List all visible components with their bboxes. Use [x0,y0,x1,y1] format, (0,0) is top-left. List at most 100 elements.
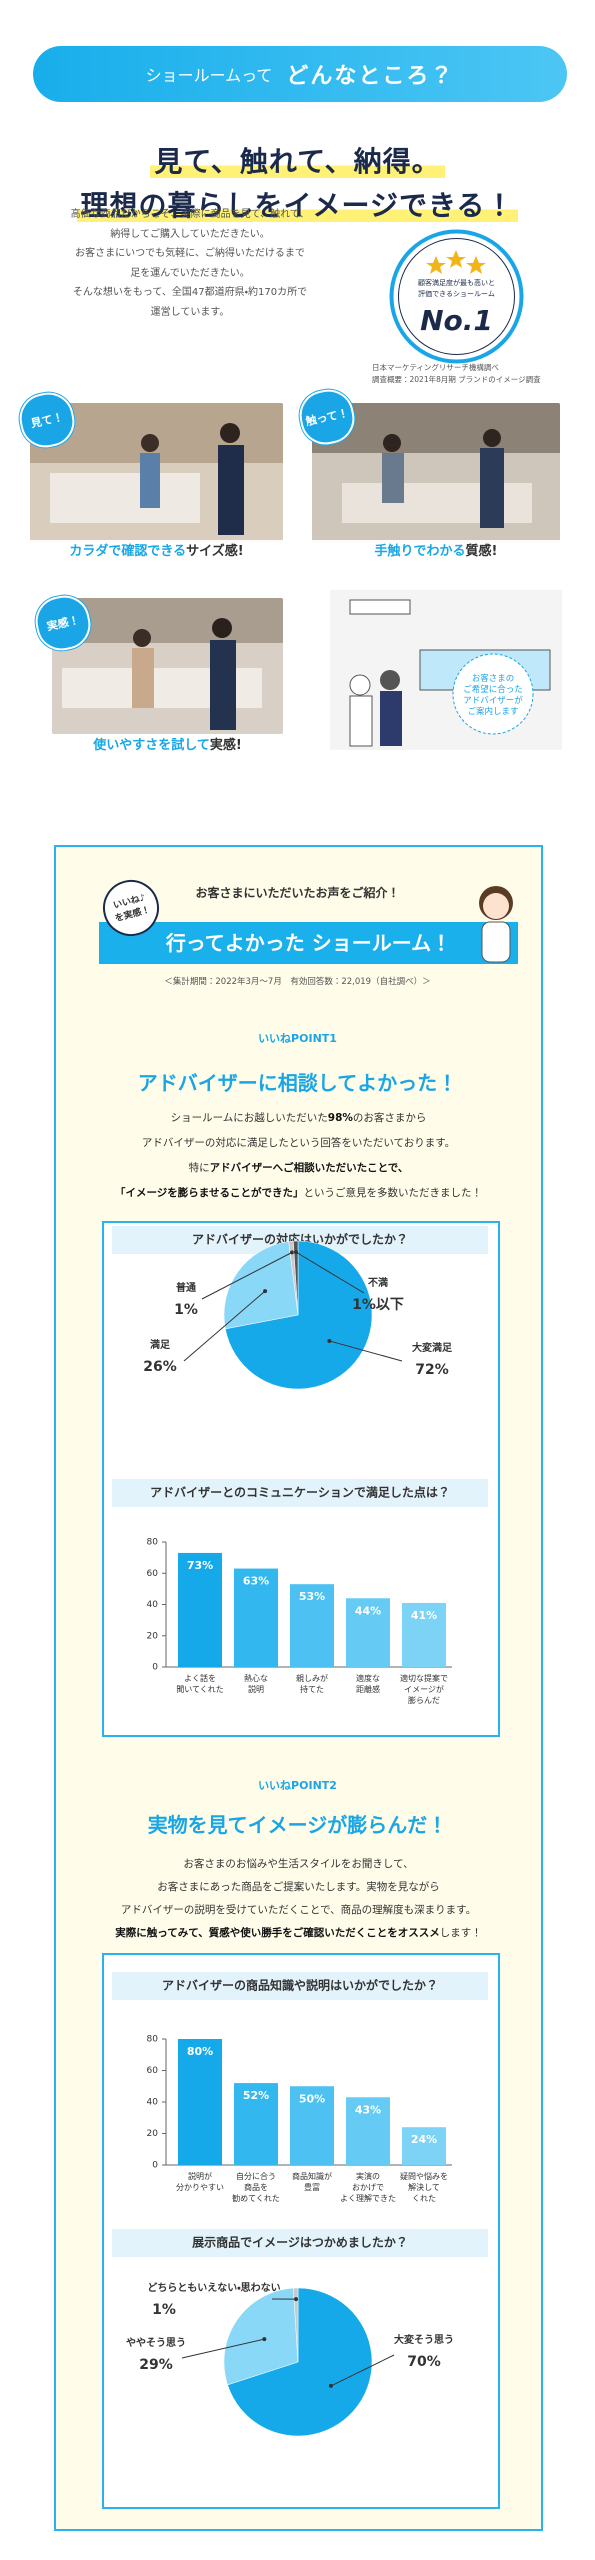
leader-line [181,2338,265,2359]
headline-line: 理想の暮らしをイメージできる！ [76,189,519,222]
point-text: アドバイザーの説明を受けていただくことで、商品の理解度も深まります。 [120,1904,477,1916]
point-line: アドバイザーの対応に満足したという回答をいただいております。 [54,1135,543,1150]
badge-caption: 顧客満足度が最も高いと [418,278,495,287]
bar [346,1598,390,1667]
point-line: 実際に触ってみて、質感や使い勝手をご確認いただくことをオススメします！ [54,1925,543,1940]
pie-value-label: 72% [415,1362,449,1378]
leader-line [295,1251,365,1294]
point-text: 特に [188,1162,210,1174]
x-tick-label: 適度な 距離感 [356,1674,380,1694]
caption-emphasis: 使いやすさを試して [93,738,210,753]
point-line: 「イメージを膨らませることができた」というご意見を多数いただきました！ [54,1185,543,1200]
bar [290,2086,334,2165]
header-pill: ショールームって どんなところ？ [33,46,567,102]
point-text: お客さまのお悩みや生活スタイルをお聞きして、 [183,1858,414,1870]
chart: アドバイザーとのコミュニケーションで満足した点は？ 0 20 40 60 80 73% 63%… [102,1471,498,1733]
illustration-note: お客さまの ご希望に合った アドバイザーが ご案内します [463,674,523,717]
voices-note: ＜集計期間：2022年3月〜7月 有効回答数：22,019（自社調べ）＞ [164,977,431,987]
point-line: 特にアドバイザーへご相談いただいたことで、 [54,1160,543,1175]
caption-text: サイズ感! [186,544,244,559]
bar-value-label: 63% [243,1575,269,1588]
pie-label: ややそう思う [126,2337,186,2349]
bar [178,1552,222,1667]
point-text: 98% [327,1112,353,1124]
chart: 展示商品でイメージはつかめましたか？ 大変そう思う 70% ややそう思う 29% どちらと… [102,2225,498,2505]
leader-line [201,1251,293,1300]
y-tick-label: 40 [147,1600,159,1610]
point-text: 実際に触ってみて、質感や使い勝手をご確認いただくことをオススメ [115,1927,440,1939]
point-label: いいねPOINT2 [258,1779,337,1792]
pie-value-label: 29% [139,2357,173,2373]
leader-dot [290,1250,295,1255]
point-text: アドバイザーの対応に満足したという回答をいただいております。 [141,1137,456,1149]
bar-value-label: 41% [411,1609,437,1622]
y-tick-label: 20 [147,1631,159,1641]
leader-line [329,1340,403,1362]
chart-svg: アドバイザーの商品知識や説明はいかがでしたか？ 0 20 40 60 80 80% 52% 50… [112,1972,488,2171]
illustration [330,590,562,750]
point-title: アドバイザーに相談してよかった！ [137,1071,458,1095]
chart-svg: アドバイザーとのコミュニケーションで満足した点は？ 0 20 40 60 80 73% 63%… [112,1479,488,1673]
pie-value-label: 1% [152,2302,176,2318]
pie-value-label: 1% [174,1302,198,1318]
x-tick-label: 適切な提案で イメージが 膨らんだ [400,1674,448,1705]
headline-line: 見て、触れて、納得。 [150,145,445,178]
photo-caption: 使いやすさを試して実感! [52,734,283,758]
photo-caption: カラダで確認できるサイズ感! [30,540,283,564]
bar-value-label: 50% [299,2092,325,2105]
bar-value-label: 73% [187,1559,213,1572]
x-tick-label: 説明が 分かりやすい [176,2172,224,2192]
headline: 見て、触れて、納得。 [0,140,595,180]
leader-line [330,2354,395,2387]
badge: 顧客満足度が最も高いと 評価できるショールーム No.1 [389,229,524,364]
pie-value-label: 26% [143,1359,177,1375]
intro-line: そんな想いをもって、全国47都道府県・約170カ所で [72,287,308,298]
chart-svg: アドバイザーの対応はいかがでしたか？ 大変満足 72% 満足 26% 普通 1% 不満 1%以下 [112,1226,488,1390]
point-line: お客さまのお悩みや生活スタイルをお聞きして、 [54,1856,543,1871]
leader-dot [327,1338,332,1343]
y-tick-label: 80 [147,2035,159,2045]
chart-svg: 展示商品でイメージはつかめましたか？ 大変そう思う 70% ややそう思う 29% どちらと… [112,2229,488,2437]
intro-line: 納得してご購入していただきたい。 [110,228,270,240]
pie-slice [225,1240,373,1390]
x-tick-label: 親しみが 持てた [296,1674,328,1694]
chart-title: アドバイザーの対応はいかがでしたか？ [192,1232,408,1247]
badge-note-line: 日本マーケティングリサーチ機構調べ [372,363,499,372]
caption-emphasis: カラダで確認できる [69,544,187,559]
badge-rank: No.1 [420,304,493,337]
point-title: 実物を見てイメージが膨らんだ！ [147,1813,448,1837]
badge-note-line: 調査概要：2021年8月期 ブランドのイメージ調査 [372,375,541,384]
intro-line: お客さまにいつでも気軽に、ご納得いただけるまで [75,248,305,259]
bar [402,1602,446,1667]
photo [30,403,283,543]
point-text: します！ [439,1927,482,1939]
x-tick-label: 商品知識が 豊富 [292,2172,332,2192]
bar [234,2083,278,2165]
point-line: お客さまにあった商品をご提案いたします。実物を見ながら [54,1879,543,1894]
photo [52,598,283,734]
y-tick-label: 60 [147,2066,159,2076]
pie-slice [227,2287,373,2437]
y-tick-label: 80 [147,1538,159,1548]
badge-caption: 評価できるショールーム [418,289,495,298]
x-tick-label: 疑問や悩みを 解決して くれた [400,2172,448,2203]
chart-title: アドバイザーとのコミュニケーションで満足した点は？ [150,1485,450,1500]
headline: 理想の暮らしをイメージできる！ [0,184,595,224]
x-tick-label: 熱心な 説明 [244,1674,268,1694]
bar-value-label: 53% [299,1590,325,1603]
voices-intro: お客さまにいただいたお声をご紹介！ [195,886,400,900]
pie-label: どちらともいえない・思わない [147,2281,280,2294]
point-line: ショールームにお越しいただいた98%のお客さまから [54,1110,543,1125]
pie-slice [293,2287,299,2363]
chart: アドバイザーの対応はいかがでしたか？ 大変満足 72% 満足 26% 普通 1% 不満 1%以下 [102,1221,498,1471]
leader-dot [328,2383,333,2388]
pill-title: どんなところ？ [286,64,455,89]
caption-text: 実感! [209,738,242,753]
intro-line: 高価な商品だからこそ、実際に商品を見て、触れて、 [70,209,310,220]
bar-value-label: 24% [411,2133,437,2146]
pie-value-label: 70% [407,2354,441,2370]
pill-lead: ショールームって [145,66,273,85]
chart: アドバイザーの商品知識や説明はいかがでしたか？ 0 20 40 60 80 80% 52% 50… [102,1953,498,2225]
leader-dot [262,2337,267,2342]
leader-dot [263,1289,268,1294]
